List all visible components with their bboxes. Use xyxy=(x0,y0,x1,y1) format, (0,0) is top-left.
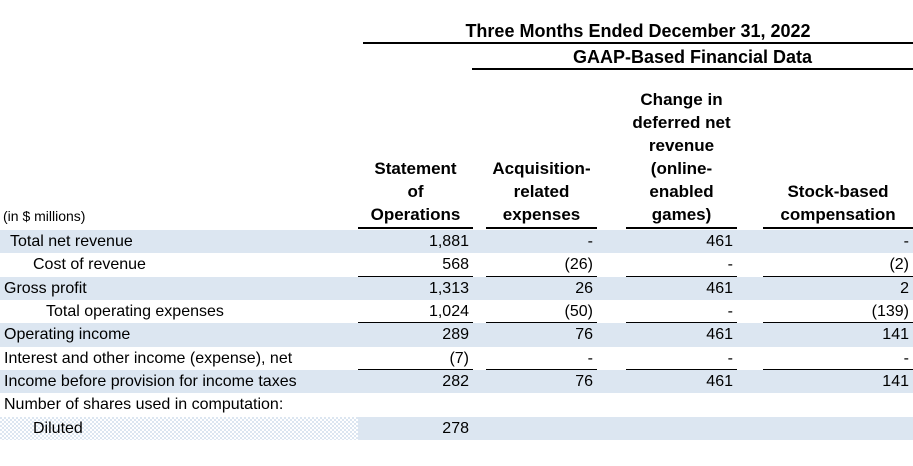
value-cell: 76 xyxy=(575,372,593,390)
row-label: Operating income xyxy=(4,326,131,344)
row-label: Number of shares used in computation: xyxy=(4,396,284,414)
value-cell xyxy=(763,393,913,416)
value-cell: 282 xyxy=(442,372,469,390)
value-cell: - xyxy=(587,233,593,250)
value-cell xyxy=(358,393,473,416)
column-header-stock-based-compensation: Stock-based compensation xyxy=(780,182,896,224)
row-label: Income before provision for income taxes xyxy=(4,372,297,390)
value-cell: 26 xyxy=(575,279,593,297)
table-row: Diluted 278 xyxy=(0,416,913,440)
value-cell: - xyxy=(903,233,909,250)
table-row: Gross profit 1,313 26 461 2 xyxy=(0,276,913,300)
value-cell: 1,881 xyxy=(428,233,469,250)
table-row: Cost of revenue 568 (26) - (2) xyxy=(0,253,913,277)
value-cell: - xyxy=(486,347,597,370)
header-rule-col2 xyxy=(486,227,597,229)
value-cell: (7) xyxy=(358,347,473,370)
value-cell: 278 xyxy=(442,419,469,437)
header-rule-col4 xyxy=(763,227,913,229)
value-cell: (26) xyxy=(486,253,597,277)
value-cell: (2) xyxy=(763,253,913,277)
table-title: Three Months Ended December 31, 2022 xyxy=(363,20,913,44)
value-cell xyxy=(626,417,737,440)
column-header-acquisition-related-expenses: Acquisition- related expenses xyxy=(492,159,591,224)
value-cell: 141 xyxy=(882,372,909,390)
value-cell: 141 xyxy=(882,326,909,344)
value-cell xyxy=(626,393,737,416)
row-label: Interest and other income (expense), net xyxy=(4,349,293,367)
table-subtitle: GAAP-Based Financial Data xyxy=(472,46,913,70)
value-cell: (139) xyxy=(763,300,913,324)
header-rule-col3 xyxy=(626,227,737,229)
value-cell xyxy=(486,417,597,440)
table-row: Total net revenue 1,881 - 461 - xyxy=(0,230,913,254)
table-row: Number of shares used in computation: xyxy=(0,393,913,416)
row-label: Total operating expenses xyxy=(46,302,224,320)
header-rule-col1 xyxy=(358,227,473,229)
value-cell: - xyxy=(626,347,737,370)
row-label: Cost of revenue xyxy=(33,256,146,274)
value-cell: (50) xyxy=(486,300,597,324)
column-header-change-in-deferred-net-revenue: Change in deferred net revenue (online- … xyxy=(632,90,731,224)
value-cell: 461 xyxy=(706,326,733,344)
value-cell xyxy=(763,417,913,440)
value-cell: 76 xyxy=(575,326,593,344)
table-body: Total net revenue 1,881-461- Cost of reven… xyxy=(0,230,913,440)
value-cell xyxy=(486,393,597,416)
value-cell: - xyxy=(626,300,737,324)
table-row: Total operating expenses 1,024 (50) - (139) xyxy=(0,300,913,324)
value-cell: 1,024 xyxy=(358,300,473,324)
value-cell: 2 xyxy=(900,279,909,297)
value-cell: 461 xyxy=(706,279,733,297)
dotted-pattern-fill xyxy=(0,416,358,440)
value-cell: 461 xyxy=(706,372,733,390)
value-cell: 289 xyxy=(442,326,469,344)
row-label: Total net revenue xyxy=(10,233,133,250)
value-cell: - xyxy=(763,347,913,370)
column-header-statement-of-operations: Statement of Operations xyxy=(370,159,461,224)
row-label: Diluted xyxy=(33,419,83,437)
value-cell: 568 xyxy=(358,253,473,277)
value-cell: 461 xyxy=(706,233,733,250)
units-label: (in $ millions) xyxy=(3,208,86,224)
table-row: Interest and other income (expense), net… xyxy=(0,347,913,370)
value-cell: 1,313 xyxy=(428,279,469,297)
table-row: Operating income 289 76 461 141 xyxy=(0,323,913,347)
row-label: Gross profit xyxy=(4,279,87,297)
table-row: Income before provision for income taxes… xyxy=(0,369,913,394)
value-cell: - xyxy=(626,253,737,277)
